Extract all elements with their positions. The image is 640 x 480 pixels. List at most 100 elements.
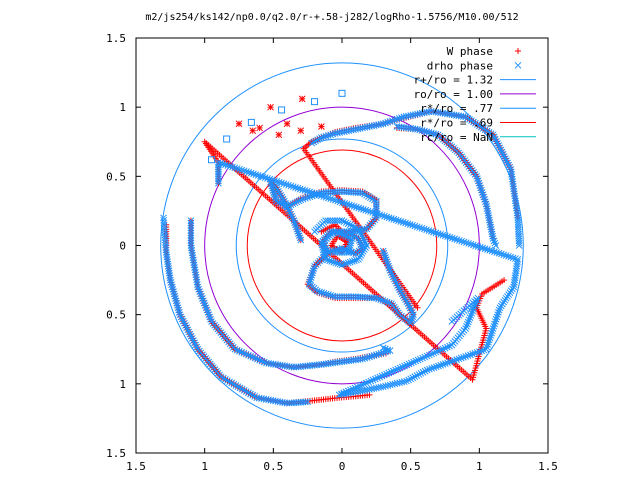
data-point [329, 130, 337, 138]
data-point [403, 361, 411, 369]
data-point [426, 365, 433, 373]
data-point [488, 327, 496, 335]
data-point [496, 144, 504, 152]
data-point [460, 238, 468, 246]
data-point [437, 361, 445, 369]
data-point [353, 383, 361, 391]
data-point [251, 354, 259, 362]
data-point [387, 368, 395, 376]
data-point [342, 232, 349, 240]
data-point [423, 352, 431, 360]
legend-item-r-ro-69: r*/ro = .69 [420, 117, 536, 130]
data-point [191, 339, 198, 347]
data-point [340, 231, 347, 239]
data-point [444, 343, 451, 351]
data-point [371, 209, 379, 217]
data-point [384, 260, 392, 268]
data-point [434, 347, 442, 355]
data-point [299, 186, 306, 194]
data-point [187, 217, 195, 224]
data-point [439, 361, 447, 368]
data-point [468, 309, 476, 317]
data-point [374, 210, 381, 218]
data-point [346, 258, 354, 266]
data-point [324, 217, 332, 224]
data-point [489, 325, 497, 332]
data-point [406, 221, 414, 228]
data-point [287, 182, 295, 190]
data-point [482, 200, 490, 208]
data-point [465, 316, 473, 324]
data-point [397, 288, 405, 296]
data-point [192, 341, 199, 349]
data-point [356, 189, 364, 197]
data-point [463, 322, 470, 330]
data-point [466, 351, 474, 359]
data-point [187, 227, 195, 234]
data-point [439, 345, 447, 353]
data-point [335, 391, 343, 399]
circle-r-ro-77 [235, 138, 449, 353]
data-point [267, 103, 274, 111]
legend-marker-sample [515, 48, 521, 54]
data-point [394, 365, 402, 373]
data-point [504, 159, 511, 167]
data-point [268, 176, 276, 184]
data-point [397, 218, 405, 225]
data-point [250, 170, 257, 178]
data-point [293, 225, 301, 233]
data-point [381, 297, 389, 305]
x-tick-label: 1 [476, 460, 483, 473]
data-point [327, 291, 335, 299]
data-point [187, 229, 195, 237]
data-point [310, 190, 318, 197]
data-point [305, 280, 313, 288]
data-point [342, 260, 350, 267]
data-point [506, 163, 514, 171]
data-point [390, 215, 398, 223]
data-point [374, 374, 381, 382]
legend-label: r*/ro = .69 [420, 117, 493, 130]
data-point [314, 136, 321, 144]
data-point [491, 135, 499, 143]
data-point [367, 377, 375, 385]
data-point [371, 196, 378, 204]
data-point [473, 349, 481, 356]
data-point [292, 221, 299, 229]
data-point [455, 355, 463, 363]
data-point [411, 222, 419, 230]
data-point [295, 232, 303, 240]
data-point [383, 258, 391, 266]
data-point [439, 231, 447, 239]
data-point [383, 298, 391, 306]
data-point [283, 120, 291, 128]
data-point [215, 159, 222, 166]
data-point [322, 217, 329, 224]
data-point [342, 219, 350, 227]
y-tick-label: 1 [119, 378, 126, 391]
data-point [507, 253, 515, 261]
data-point [409, 374, 417, 382]
data-point [346, 234, 353, 242]
data-point [368, 352, 376, 360]
data-point [337, 230, 345, 238]
data-point [299, 195, 307, 203]
data-point [465, 240, 473, 247]
data-point [269, 187, 277, 194]
data-point [379, 247, 387, 255]
data-point [199, 297, 207, 305]
data-point [419, 354, 426, 362]
data-point [184, 326, 192, 334]
data-point [333, 229, 341, 236]
data-point [430, 364, 438, 371]
data-point [435, 362, 442, 370]
data-point [217, 159, 225, 167]
data-point [204, 309, 212, 316]
data-point [423, 226, 430, 234]
data-point [318, 289, 326, 296]
data-point [372, 351, 380, 359]
data-point [351, 257, 358, 265]
data-point [485, 336, 493, 344]
data-point [318, 123, 325, 130]
data-point [338, 89, 346, 97]
